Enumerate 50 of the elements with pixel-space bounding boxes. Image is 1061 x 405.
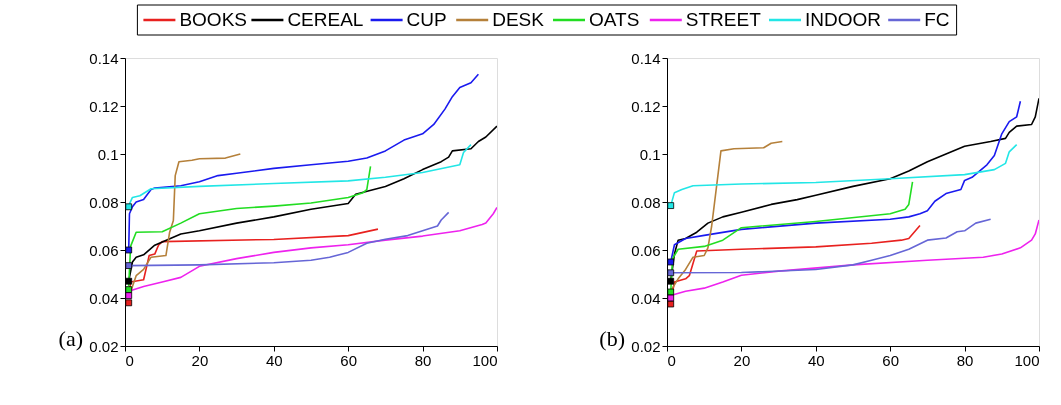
x-tick-label: 20 — [733, 351, 751, 369]
point — [667, 269, 675, 277]
y-tick-label: 0.1 — [97, 145, 119, 163]
point — [125, 277, 133, 285]
legend-label: FC — [924, 9, 950, 30]
y-tick-label: 0.02 — [89, 337, 119, 355]
y-tick-label: 0.08 — [631, 193, 661, 211]
legend-label: INDOOR — [805, 9, 881, 30]
x-tick-label: 60 — [340, 351, 358, 369]
text: (a) — [58, 326, 83, 351]
legend-label: CEREAL — [287, 9, 364, 30]
y-tick-label: 0.14 — [89, 49, 119, 67]
legend-label: CUP — [406, 9, 447, 30]
legend-label: STREET — [685, 9, 762, 30]
y-tick-label: 0.04 — [89, 289, 119, 307]
y-tick-label: 0.1 — [639, 145, 661, 163]
point — [125, 246, 133, 254]
point — [667, 277, 675, 285]
point — [667, 288, 675, 296]
y-tick-label: 0.02 — [631, 337, 661, 355]
x-tick-label: 80 — [956, 351, 974, 369]
x-tick-label: 0 — [125, 351, 134, 369]
legend-label: BOOKS — [179, 9, 247, 30]
point — [667, 294, 675, 302]
y-tick-label: 0.14 — [631, 49, 661, 67]
y-tick-label: 0.06 — [89, 241, 119, 259]
point — [125, 286, 133, 293]
x-tick-label: 40 — [265, 351, 283, 369]
legend-label: OATS — [589, 9, 640, 30]
y-tick-label: 0.12 — [89, 97, 119, 115]
point — [667, 300, 675, 308]
y-tick-label: 0.08 — [89, 193, 119, 211]
x-tick-label: 40 — [807, 351, 825, 369]
point — [125, 262, 133, 269]
legend-label: DESK — [492, 9, 545, 30]
point — [667, 202, 675, 209]
point — [125, 292, 133, 299]
point — [125, 203, 133, 211]
y-tick-label: 0.06 — [631, 241, 661, 259]
point — [125, 299, 133, 307]
x-tick-label: 60 — [882, 351, 900, 369]
x-tick-label: 20 — [191, 351, 209, 369]
x-tick-label: 100 — [472, 351, 498, 369]
text: (b) — [599, 326, 625, 351]
y-tick-label: 0.12 — [631, 97, 661, 115]
y-tick-label: 0.04 — [631, 289, 661, 307]
x-tick-label: 0 — [667, 351, 676, 369]
x-tick-label: 80 — [414, 351, 432, 369]
point — [667, 258, 675, 266]
x-tick-label: 100 — [1014, 351, 1040, 369]
